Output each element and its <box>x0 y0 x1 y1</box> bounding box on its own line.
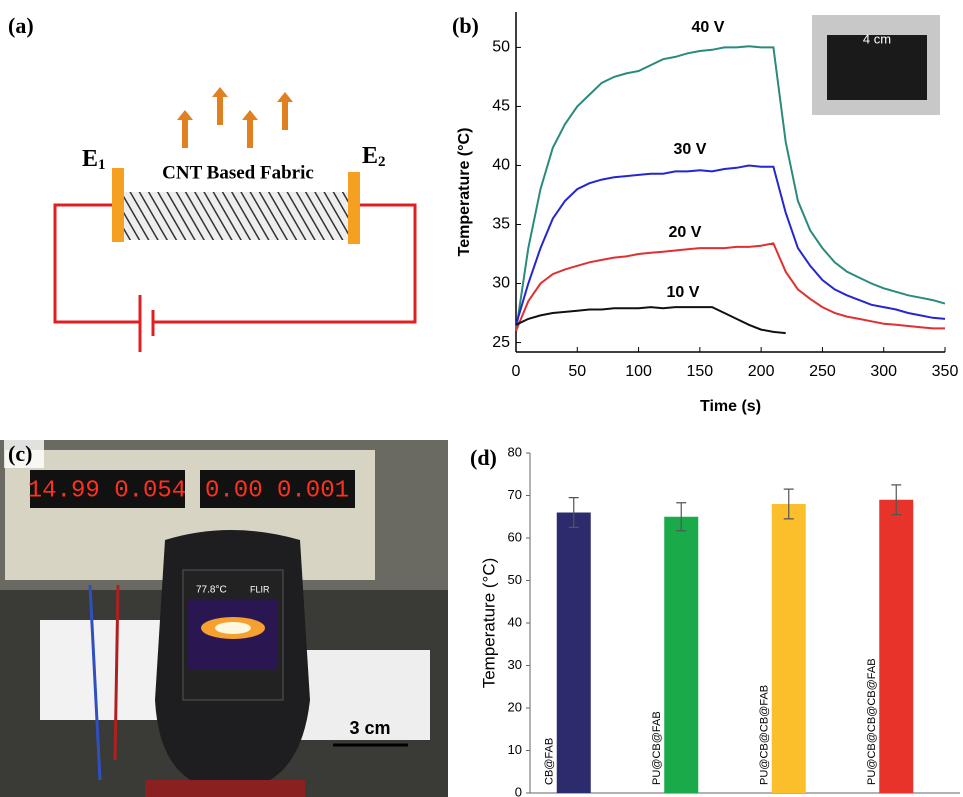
series-line <box>515 164 946 326</box>
series-label: 40 V <box>692 19 725 36</box>
x-tick-label: 250 <box>809 363 836 380</box>
y-axis-label: Temperature (°C) <box>479 558 498 689</box>
y-tick-label: 80 <box>508 444 522 459</box>
panel-label: (b) <box>452 13 479 38</box>
error-bar <box>676 502 687 532</box>
x-tick-label: 300 <box>870 363 897 380</box>
fabric <box>122 192 350 240</box>
display-readout: 0.00 0.001 <box>205 477 349 504</box>
x-tick-label: 350 <box>932 363 959 380</box>
screen-brand: FLIR <box>250 584 270 594</box>
y-tick-label: 70 <box>508 487 522 502</box>
electrode-subscript: 1 <box>98 157 106 173</box>
display-readout: 14.99 0.054 <box>28 477 186 504</box>
bar <box>664 516 699 793</box>
diagram: CNT Based Fabric E1 E2 <box>53 87 417 352</box>
panel-label: (d) <box>470 445 497 470</box>
y-tick-label: 40 <box>508 614 522 629</box>
label-background <box>4 440 44 468</box>
y-tick-label: 50 <box>508 572 522 587</box>
inset-fabric <box>827 35 927 100</box>
y-tick-label: 30 <box>492 275 510 292</box>
series-label: 30 V <box>674 141 707 158</box>
series-label: 10 V <box>667 284 700 301</box>
electrode-letter: E <box>362 143 378 169</box>
electrode <box>112 168 124 242</box>
panel-label: (c) <box>8 441 32 466</box>
display <box>200 470 355 508</box>
category-label: CB@FAB <box>544 738 556 785</box>
y-tick-label: 50 <box>492 39 510 56</box>
y-tick-label: 20 <box>508 699 522 714</box>
electrode-label: E2 <box>362 143 386 171</box>
y-axis-label: Temperature (°C) <box>456 128 473 257</box>
heat-arrows <box>177 87 293 148</box>
category-label: PU@CB@FAB <box>651 711 663 785</box>
electrode-letter: E <box>82 146 98 172</box>
bar <box>556 512 591 793</box>
hot-spot <box>215 622 251 634</box>
series-line <box>515 45 946 331</box>
panel-label: (a) <box>8 13 34 38</box>
electrode-label: E1 <box>82 146 106 174</box>
bar <box>771 504 806 793</box>
x-tick-label: 150 <box>687 363 714 380</box>
x-tick-label: 100 <box>625 363 652 380</box>
display <box>30 470 185 508</box>
x-tick-label: 50 <box>568 363 586 380</box>
scale-bar-label: 3 cm <box>349 718 390 738</box>
error-bar <box>568 497 579 528</box>
y-tick-label: 30 <box>508 657 522 672</box>
y-tick-label: 45 <box>492 98 510 115</box>
x-tick-label: 200 <box>748 363 775 380</box>
y-tick-label: 10 <box>508 742 522 757</box>
y-tick-label: 25 <box>492 334 510 351</box>
series-line <box>515 242 945 332</box>
x-axis-label: Time (s) <box>700 398 761 415</box>
bar <box>879 499 914 793</box>
y-tick-label: 60 <box>508 529 522 544</box>
series-line <box>515 306 786 335</box>
category-label: PU@CB@CB@CB@FAB <box>866 658 878 785</box>
electrode-subscript: 2 <box>378 154 386 170</box>
photo: 14.99 0.054 0.00 0.001 77.8°C FLIR 3 cm <box>0 440 448 797</box>
y-tick-label: 0 <box>515 784 522 797</box>
y-tick-label: 35 <box>492 216 510 233</box>
error-bar <box>891 484 902 516</box>
error-bar <box>783 488 794 520</box>
clamp <box>145 780 305 797</box>
circuit-wire <box>53 203 417 324</box>
x-tick-label: 0 <box>512 363 521 380</box>
inset-label: 4 cm <box>863 31 891 46</box>
y-tick-label: 40 <box>492 157 510 174</box>
category-label: PU@CB@CB@FAB <box>759 685 771 785</box>
cable <box>113 584 120 761</box>
fabric-label: CNT Based Fabric <box>162 162 314 183</box>
cable <box>88 584 102 781</box>
series-label: 20 V <box>669 224 702 241</box>
screen-temp: 77.8°C <box>196 585 227 596</box>
electrode <box>348 172 360 244</box>
